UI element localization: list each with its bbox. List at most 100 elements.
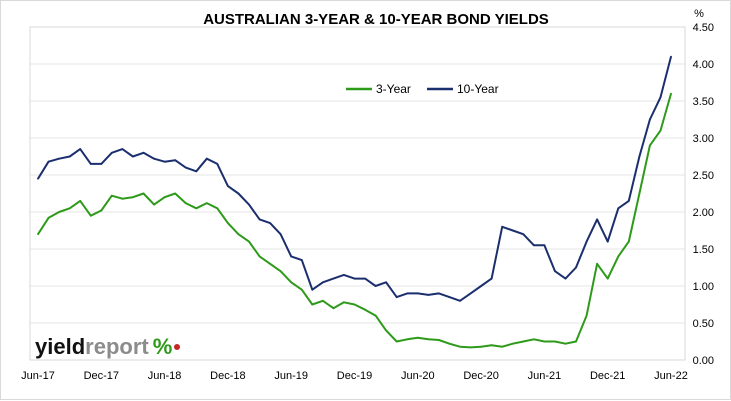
data-point-3-year — [100, 209, 103, 212]
data-point-3-year — [543, 340, 546, 343]
data-point-10-year — [121, 148, 124, 151]
data-point-10-year — [195, 170, 198, 173]
x-tick-label: Jun-19 — [274, 370, 308, 382]
data-point-3-year — [89, 214, 92, 217]
data-point-10-year — [649, 118, 651, 121]
data-point-10-year — [511, 229, 514, 232]
data-point-3-year — [511, 342, 514, 345]
y-tick-label: 2.50 — [693, 170, 714, 182]
data-point-3-year — [227, 222, 229, 225]
logo-red-dot-icon — [174, 344, 180, 350]
data-point-3-year — [638, 192, 641, 195]
data-point-3-year — [659, 129, 662, 132]
x-tick-label: Dec-20 — [463, 370, 498, 382]
data-point-10-year — [47, 160, 50, 163]
data-point-3-year — [195, 207, 198, 210]
data-point-3-year — [153, 203, 156, 206]
yieldreport-logo: yieldreport% — [35, 334, 180, 359]
data-point-3-year — [142, 192, 145, 195]
data-point-3-year — [174, 192, 177, 195]
x-tick-label: Jun-20 — [401, 370, 435, 382]
x-tick-label: Dec-17 — [84, 370, 119, 382]
data-point-10-year — [638, 155, 641, 158]
data-point-10-year — [132, 155, 134, 158]
data-point-10-year — [37, 177, 39, 180]
data-point-3-year — [490, 344, 493, 347]
data-point-10-year — [438, 292, 440, 295]
x-tick-label: Jun-18 — [148, 370, 182, 382]
data-point-10-year — [469, 292, 472, 295]
data-point-10-year — [459, 299, 461, 302]
logo-percent-symbol: % — [153, 334, 173, 359]
legend: 3-Year 10-Year — [346, 82, 499, 96]
data-point-3-year — [37, 233, 39, 236]
y-axis-ticks: 0.00 0.50 1.00 1.50 2.00 2.50 3.00 3.50 4.00 4.50 — [693, 22, 714, 367]
data-point-10-year — [374, 285, 377, 287]
y-tick-label: 1.50 — [693, 244, 714, 256]
y-tick-label: 4.50 — [693, 22, 714, 34]
data-point-3-year — [216, 207, 219, 210]
data-point-10-year — [58, 157, 60, 160]
data-point-3-year — [438, 339, 440, 341]
data-point-3-year — [58, 211, 60, 213]
data-point-10-year — [480, 285, 482, 287]
data-point-3-year — [322, 299, 324, 302]
data-point-10-year — [606, 240, 609, 243]
data-point-10-year — [68, 155, 71, 158]
logo-word-yield: yield — [35, 334, 85, 359]
data-point-10-year — [596, 218, 598, 221]
legend-label-3-year: 3-Year — [376, 82, 411, 96]
data-point-10-year — [279, 233, 282, 236]
data-point-10-year — [501, 225, 504, 228]
plot-area-border — [29, 26, 686, 361]
data-point-3-year — [68, 207, 71, 210]
data-point-3-year — [248, 240, 250, 243]
data-point-10-year — [89, 163, 92, 165]
data-point-3-year — [501, 345, 504, 348]
data-point-3-year — [121, 197, 124, 200]
data-point-3-year — [649, 144, 651, 147]
data-point-10-year — [300, 259, 303, 261]
y-tick-label: 4.00 — [693, 59, 714, 71]
data-point-3-year — [522, 340, 525, 343]
data-point-10-year — [427, 294, 430, 296]
data-point-10-year — [385, 281, 387, 284]
data-point-3-year — [258, 255, 261, 258]
data-point-3-year — [395, 340, 398, 343]
data-point-10-year — [311, 288, 314, 291]
data-point-3-year — [132, 196, 134, 199]
legend-label-10-year: 10-Year — [457, 82, 499, 96]
data-point-3-year — [617, 255, 620, 258]
y-tick-label: 0.50 — [693, 318, 714, 330]
data-point-3-year — [79, 200, 82, 202]
y-tick-label: 2.00 — [693, 207, 714, 219]
data-point-10-year — [248, 203, 250, 206]
data-point-3-year — [110, 194, 113, 197]
data-point-3-year — [311, 303, 314, 306]
data-point-3-year — [47, 217, 50, 219]
data-point-3-year — [480, 345, 482, 348]
data-point-10-year — [522, 233, 525, 236]
data-point-10-year — [343, 274, 345, 276]
data-point-10-year — [227, 185, 229, 188]
data-point-3-year — [469, 346, 472, 349]
data-point-10-year — [142, 151, 145, 154]
data-point-10-year — [585, 240, 588, 243]
data-point-10-year — [174, 159, 177, 162]
data-point-3-year — [269, 262, 271, 265]
data-point-3-year — [596, 262, 598, 265]
data-point-10-year — [670, 55, 672, 58]
data-point-10-year — [322, 281, 324, 284]
data-point-3-year — [205, 202, 208, 205]
data-point-3-year — [448, 342, 451, 345]
data-point-3-year — [533, 338, 535, 341]
data-point-3-year — [184, 202, 187, 205]
x-tick-label: Dec-21 — [590, 370, 625, 382]
data-point-10-year — [364, 277, 366, 280]
series-line-10-year — [37, 56, 672, 302]
data-point-10-year — [258, 218, 261, 221]
data-point-3-year — [279, 270, 282, 273]
x-tick-label: Jun-17 — [21, 370, 55, 382]
svg-text:yieldreport%: yieldreport% — [35, 334, 172, 359]
